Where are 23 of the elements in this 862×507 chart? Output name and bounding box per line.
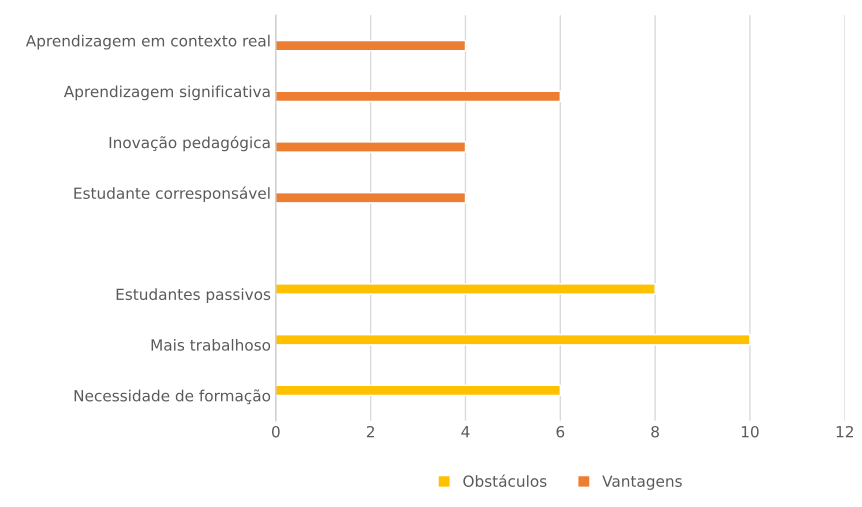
bar xyxy=(276,141,466,153)
y-tick-label: Estudante corresponsável xyxy=(74,186,270,202)
x-tick-label: 2 xyxy=(366,426,374,438)
y-tick-label: Mais trabalhoso xyxy=(152,338,270,351)
bar xyxy=(276,334,751,346)
bar xyxy=(276,40,466,52)
y-tick-label: Necessidade de formação xyxy=(74,389,270,404)
legend-label: Obstáculos xyxy=(463,474,546,487)
y-tick-label: Estudantes passivos xyxy=(116,288,270,304)
bar xyxy=(276,283,656,295)
x-tick-label: 6 xyxy=(556,426,564,438)
x-tick-label: 12 xyxy=(836,426,853,438)
bar xyxy=(276,90,561,102)
y-tick-label: Aprendizagem significativa xyxy=(64,85,270,100)
bar xyxy=(276,192,466,204)
y-tick-label: Inovação pedagógica xyxy=(110,136,270,152)
x-tick-label: 4 xyxy=(461,426,470,438)
x-tick-label: 8 xyxy=(651,426,659,438)
legend-label: Vantagens xyxy=(602,476,682,490)
x-tick-label: 0 xyxy=(272,426,280,438)
x-tick-label: 10 xyxy=(742,426,759,438)
y-tick-label: Aprendizagem em contexto real xyxy=(26,34,270,50)
bar xyxy=(276,384,561,396)
